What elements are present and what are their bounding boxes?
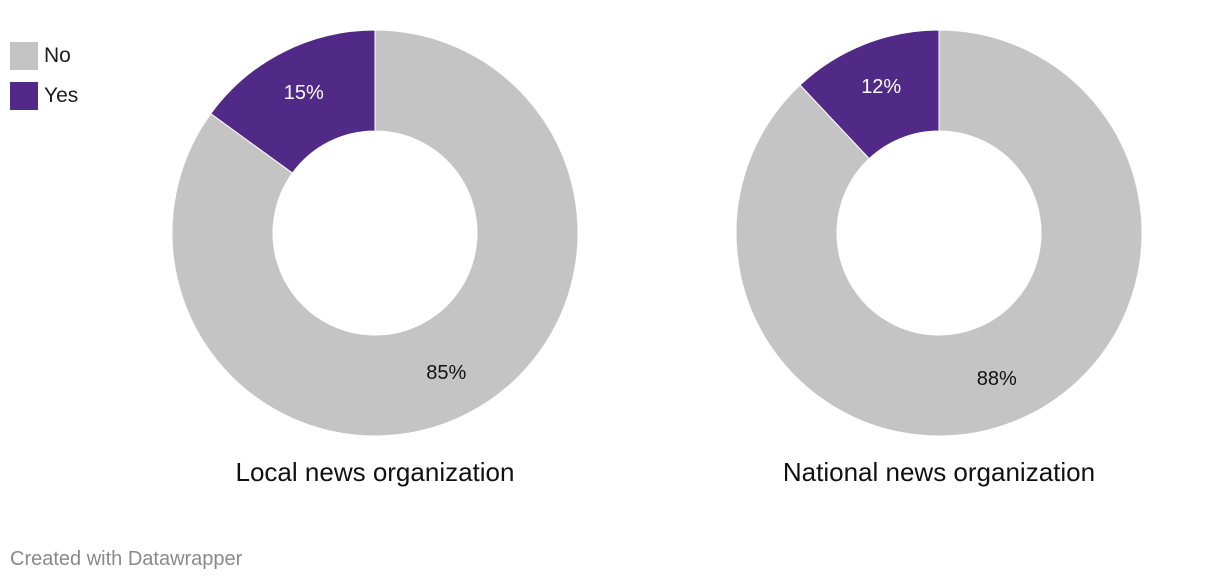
chart-title-2: National news organization [783,457,1095,487]
footer-credit: Created with Datawrapper [10,548,243,570]
legend-swatch-no [10,42,38,70]
slice-label-yes-chart-2: 12% [861,76,901,98]
donut-chart-1: 85% 15% Local news organization [171,29,579,487]
legend-label-no: No [44,44,71,67]
slice-yes-chart-1 [210,29,376,174]
slice-label-no-chart-2: 88% [977,368,1017,390]
slice-label-yes-chart-1: 15% [284,82,324,104]
legend-item-yes: Yes [10,82,78,110]
donut-chart-2: 88% 12% National news organization [735,29,1143,487]
chart-title-1: Local news organization [236,457,515,487]
slice-yes-chart-2 [799,29,940,160]
donut-charts: 85% 15% Local news organization 88% 12% Natio… [171,29,1143,487]
legend-label-yes: Yes [44,84,79,107]
slice-no-chart-2 [735,29,1143,437]
legend: No Yes [10,42,78,122]
slice-label-no-chart-1: 85% [426,362,466,384]
slice-no-chart-1 [171,29,579,437]
legend-swatch-yes [10,82,38,110]
legend-item-no: No [10,42,78,70]
